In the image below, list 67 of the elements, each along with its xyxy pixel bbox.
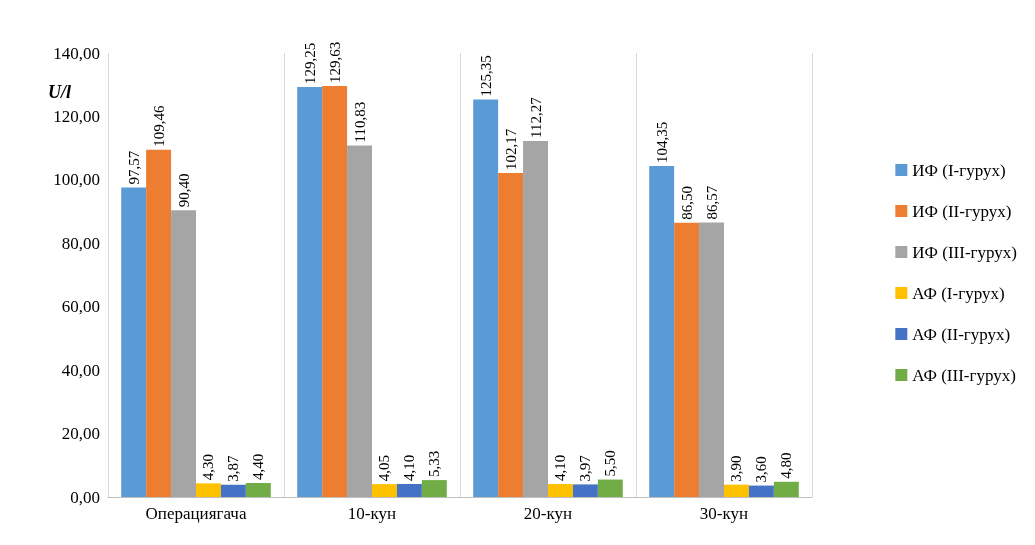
data-label: 4,30	[200, 454, 217, 481]
data-label: 112,27	[527, 96, 544, 138]
data-label: 97,57	[125, 150, 142, 185]
legend-label: ИФ (I-гурух)	[912, 160, 1006, 180]
bar	[523, 140, 548, 497]
bar	[171, 210, 196, 497]
legend-label: АФ (I-гурух)	[912, 283, 1005, 303]
data-label: 86,57	[703, 185, 720, 220]
data-label: 129,25	[301, 42, 318, 85]
legend-label: АФ (III-гурух)	[912, 365, 1016, 385]
bar	[748, 485, 774, 497]
y-axis-title: U/l	[48, 82, 72, 102]
y-tick-label: 120,00	[53, 106, 100, 126]
y-tick-label: 60,00	[61, 297, 100, 317]
y-tick-label: 100,00	[53, 170, 100, 190]
bar	[699, 222, 724, 497]
data-label: 3,90	[728, 455, 745, 482]
legend-label: АФ (II-гурух)	[912, 324, 1011, 344]
data-label: 5,50	[602, 450, 619, 477]
bar	[372, 484, 397, 497]
bar	[597, 479, 623, 497]
bar	[498, 172, 524, 497]
data-label: 125,35	[477, 55, 494, 97]
data-label: 4,10	[552, 454, 569, 481]
y-tick-label: 80,00	[61, 233, 100, 253]
bar	[121, 187, 147, 497]
data-label: 5,33	[426, 450, 443, 478]
data-label: 3,87	[225, 454, 242, 482]
data-label: 104,35	[653, 121, 670, 164]
y-tick-label: 140,00	[53, 43, 100, 63]
x-tick-label: 20-кун	[523, 504, 573, 523]
bar	[196, 483, 221, 497]
bar	[473, 99, 499, 497]
data-label: 90,40	[175, 173, 192, 208]
x-tick-label: 10-кун	[347, 504, 397, 523]
bar	[649, 166, 675, 497]
bar	[396, 484, 422, 497]
data-label: 3,60	[753, 456, 770, 483]
data-label: 4,80	[778, 452, 795, 479]
bar	[347, 145, 372, 497]
legend-label: ИФ (II-гурух)	[912, 201, 1012, 221]
bar	[548, 484, 573, 497]
x-tick-label: Операциягача	[145, 504, 247, 523]
bar	[146, 149, 172, 497]
data-label: 86,50	[678, 185, 695, 220]
bar	[572, 484, 598, 497]
data-label: 129,63	[326, 41, 343, 83]
bar	[421, 480, 447, 497]
y-tick-label: 40,00	[61, 360, 100, 380]
data-label: 110,83	[351, 101, 368, 143]
bar	[674, 222, 700, 497]
bar	[322, 85, 348, 497]
bar	[724, 484, 749, 497]
y-tick-label: 0,00	[70, 487, 100, 507]
data-label: 4,10	[401, 454, 418, 481]
legend-label: ИФ (III-гурух)	[912, 242, 1018, 262]
bar	[220, 484, 246, 497]
bar	[773, 481, 799, 497]
y-tick-label: 20,00	[61, 424, 100, 444]
bar	[245, 483, 271, 497]
bar	[297, 87, 323, 497]
x-tick-label: 30-кун	[699, 504, 749, 523]
data-label: 4,40	[250, 453, 267, 481]
data-label: 3,97	[577, 454, 594, 482]
data-label: 109,46	[150, 105, 167, 147]
data-label: 102,17	[502, 128, 519, 170]
data-label: 4,05	[376, 454, 393, 482]
